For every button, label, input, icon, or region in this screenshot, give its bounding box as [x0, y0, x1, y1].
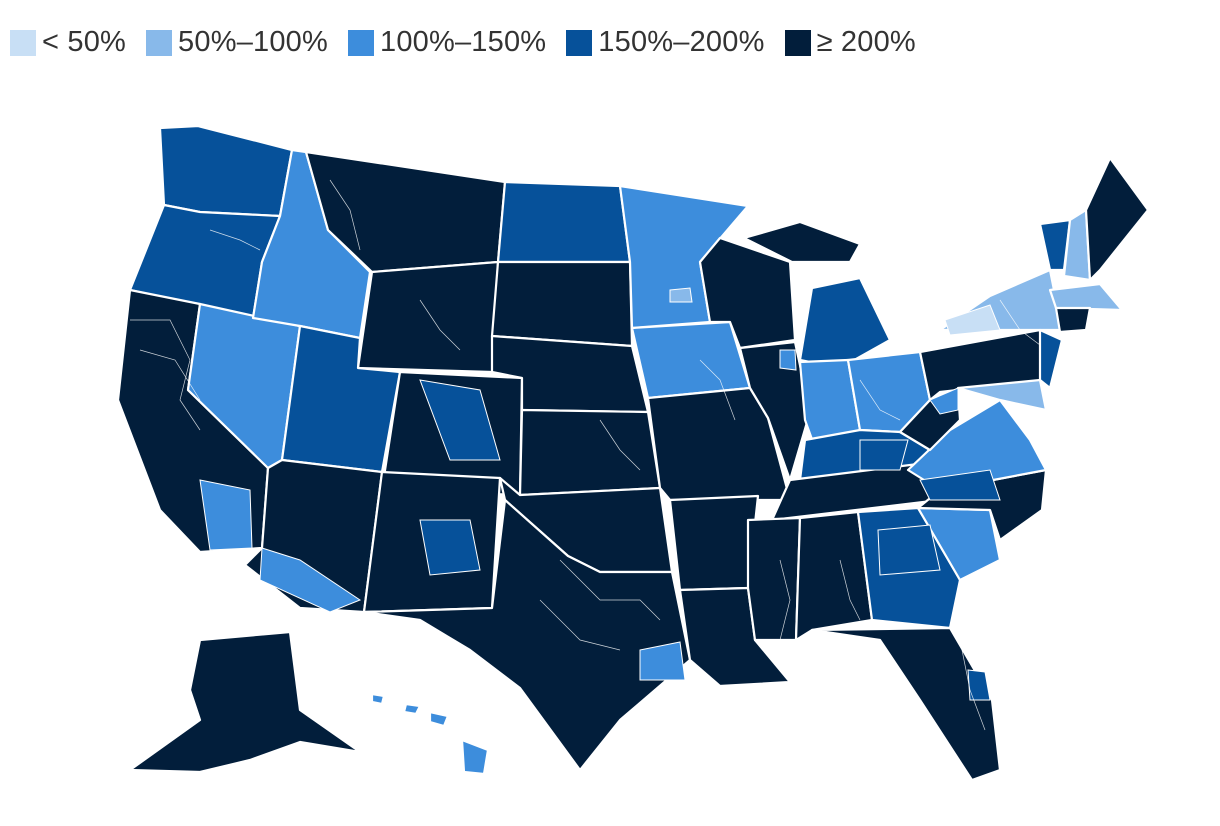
state-alabama — [794, 510, 874, 642]
state-wyoming — [356, 260, 500, 374]
legend-swatch-100-150 — [348, 29, 374, 56]
legend-item-200-plus: ≥ 200% — [784, 26, 916, 59]
region-upstate-ny — [944, 304, 1001, 336]
region-georgia-north — [877, 524, 941, 576]
region-new-mexico-central — [419, 519, 481, 576]
state-washington — [158, 124, 294, 218]
legend-item-100-150: 100%–150% — [348, 26, 546, 59]
state-alaska — [128, 630, 362, 774]
legend-swatch-200-plus — [784, 29, 811, 56]
region-west-virginia-north — [929, 387, 959, 415]
state-maryland — [956, 378, 1048, 412]
state-texas — [362, 498, 692, 772]
legend-item-under-50: < 50% — [10, 26, 126, 59]
legend-swatch-150-200 — [566, 29, 593, 56]
legend-swatch-50-100 — [146, 29, 173, 56]
legend-label-150-200: 150%–200% — [598, 26, 765, 58]
region-chicago — [779, 349, 797, 371]
map-legend: < 50% 50%–100% 100%–150% 150%–200% ≥ 200… — [10, 26, 936, 59]
legend-item-150-200: 150%–200% — [566, 26, 764, 59]
state-hawaii-kauai — [370, 692, 386, 706]
state-massachusetts — [1048, 282, 1124, 312]
legend-label-100-150: 100%–150% — [380, 26, 547, 58]
state-michigan-lower — [798, 276, 892, 370]
state-michigan-upper — [742, 220, 862, 264]
legend-label-under-50: < 50% — [42, 26, 127, 58]
state-new-jersey — [1038, 328, 1064, 390]
region-minnesota-metro — [669, 287, 693, 303]
state-kansas — [518, 408, 662, 497]
state-hawaii-oahu — [402, 702, 422, 716]
region-florida-east — [967, 669, 991, 701]
region-arizona-south — [259, 547, 362, 613]
state-arkansas — [668, 494, 760, 592]
state-north-dakota — [496, 180, 632, 264]
region-houston — [639, 641, 686, 681]
region-southern-california — [199, 479, 253, 551]
state-hawaii-maui — [428, 710, 450, 728]
legend-label-200-plus: ≥ 200% — [816, 26, 916, 58]
legend-item-50-100: 50%–100% — [146, 26, 328, 59]
region-colorado-west — [419, 379, 501, 461]
state-florida — [810, 626, 1002, 782]
region-kentucky-east — [859, 439, 909, 471]
state-maine — [1084, 156, 1150, 282]
state-south-dakota — [490, 260, 634, 348]
state-hawaii-big-island — [460, 738, 490, 776]
region-north-carolina-west — [919, 469, 1001, 501]
state-mississippi — [746, 516, 802, 642]
state-iowa — [630, 320, 752, 400]
legend-label-50-100: 50%–100% — [178, 26, 328, 58]
state-connecticut — [1054, 306, 1092, 334]
legend-swatch-under-50 — [10, 29, 36, 56]
